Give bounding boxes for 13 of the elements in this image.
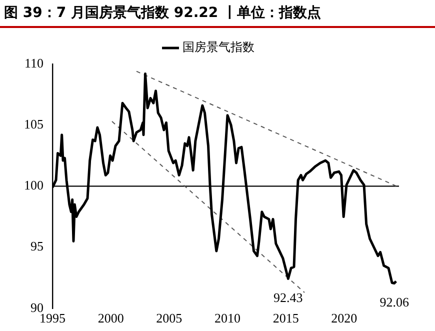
legend-label: 国房景气指数 bbox=[182, 40, 254, 54]
x-tick-label: 2005 bbox=[156, 310, 182, 326]
x-tick-label: 2020 bbox=[331, 310, 358, 326]
y-tick-label: 110 bbox=[24, 55, 44, 70]
x-tick-label: 2010 bbox=[214, 310, 240, 326]
annotation: 92.43 bbox=[274, 290, 303, 306]
y-tick-label: 95 bbox=[30, 238, 44, 254]
x-tick-label: 2000 bbox=[98, 310, 124, 326]
x-tick-label: 2015 bbox=[272, 310, 299, 326]
y-tick-label: 100 bbox=[24, 178, 44, 193]
y-tick-label: 105 bbox=[24, 116, 44, 132]
chart-title: 图 39：7 月国房景气指数 92.22 丨单位：指数点 bbox=[3, 4, 322, 23]
annotation: 92.06 bbox=[380, 294, 410, 310]
